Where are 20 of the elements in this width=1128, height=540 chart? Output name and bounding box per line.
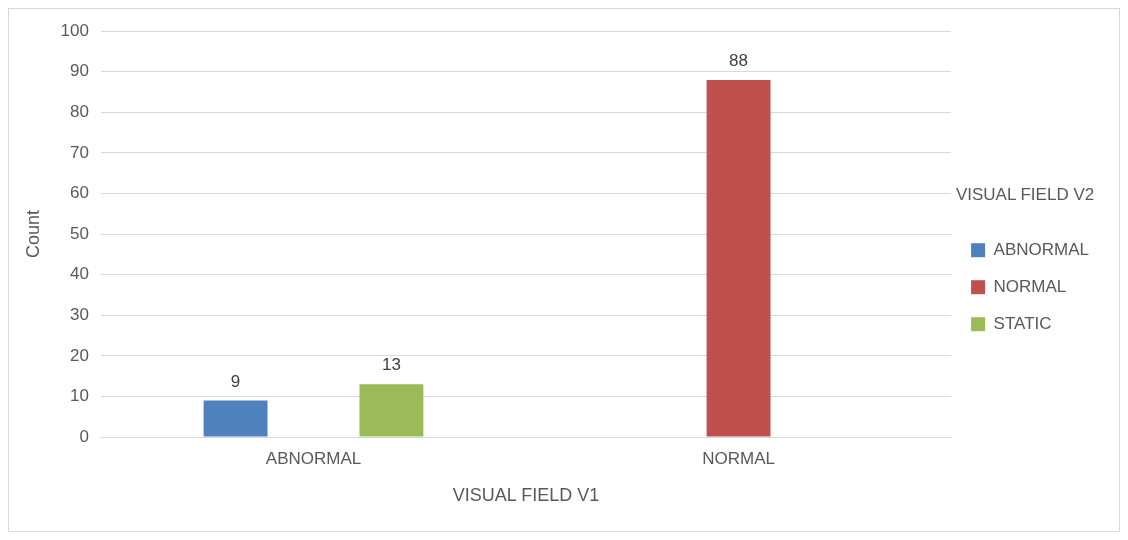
y-tick-label: 0	[79, 426, 89, 446]
y-axis-title: Count	[22, 210, 43, 259]
y-tick-label: 80	[70, 102, 89, 122]
data-label: 88	[729, 51, 749, 71]
legend-label: ABNORMAL	[993, 239, 1090, 259]
legend-label: STATIC	[993, 313, 1052, 333]
y-tick-label: 20	[70, 345, 89, 365]
y-tick-label: 40	[70, 264, 89, 284]
legend-label: NORMAL	[993, 276, 1067, 296]
x-axis-title: VISUAL FIELD V1	[452, 485, 600, 506]
y-tick-label: 30	[70, 304, 89, 324]
y-tick-label: 50	[70, 223, 89, 243]
data-label: 13	[381, 355, 401, 375]
y-tick-label: 10	[70, 386, 89, 406]
y-tick-label: 100	[60, 20, 89, 40]
y-tick-label: 90	[70, 61, 89, 81]
y-tick-label: 70	[70, 142, 89, 162]
data-label: 9	[230, 371, 241, 391]
legend-title: VISUAL FIELD V2	[955, 185, 1095, 205]
y-tick-label: 60	[70, 183, 89, 203]
